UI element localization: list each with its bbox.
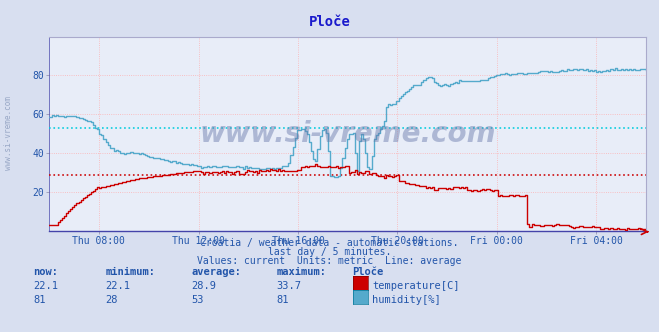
Text: www.si-vreme.com: www.si-vreme.com: [4, 96, 13, 170]
Text: 81: 81: [33, 295, 45, 305]
Text: 22.1: 22.1: [33, 281, 58, 290]
Text: www.si-vreme.com: www.si-vreme.com: [200, 120, 496, 148]
Text: humidity[%]: humidity[%]: [372, 295, 441, 305]
Text: 22.1: 22.1: [105, 281, 130, 290]
Text: average:: average:: [191, 267, 241, 277]
Text: 28.9: 28.9: [191, 281, 216, 290]
Text: temperature[C]: temperature[C]: [372, 281, 460, 290]
Text: last day / 5 minutes.: last day / 5 minutes.: [268, 247, 391, 257]
Text: maximum:: maximum:: [277, 267, 327, 277]
Text: Ploče: Ploče: [353, 267, 384, 277]
Text: 28: 28: [105, 295, 118, 305]
Text: Ploče: Ploče: [308, 15, 351, 29]
Text: Values: current  Units: metric  Line: average: Values: current Units: metric Line: aver…: [197, 256, 462, 266]
Text: Croatia / weather data - automatic stations.: Croatia / weather data - automatic stati…: [200, 238, 459, 248]
Text: 33.7: 33.7: [277, 281, 302, 290]
Text: 81: 81: [277, 295, 289, 305]
Text: 53: 53: [191, 295, 204, 305]
Text: minimum:: minimum:: [105, 267, 156, 277]
Text: now:: now:: [33, 267, 58, 277]
